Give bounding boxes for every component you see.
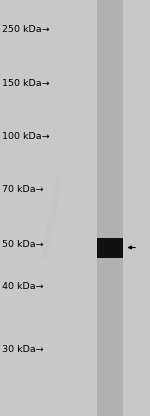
- Bar: [97, 238, 123, 258]
- Text: 40 kDa→: 40 kDa→: [2, 282, 43, 291]
- Bar: [97, 0, 123, 416]
- Text: 100 kDa→: 100 kDa→: [2, 132, 49, 141]
- Text: WWW.PTGLAB.COM: WWW.PTGLAB.COM: [41, 174, 64, 258]
- Text: 150 kDa→: 150 kDa→: [2, 79, 49, 88]
- Text: 50 kDa→: 50 kDa→: [2, 240, 43, 249]
- Text: 70 kDa→: 70 kDa→: [2, 185, 43, 194]
- Text: 30 kDa→: 30 kDa→: [2, 345, 43, 354]
- Text: 250 kDa→: 250 kDa→: [2, 25, 49, 35]
